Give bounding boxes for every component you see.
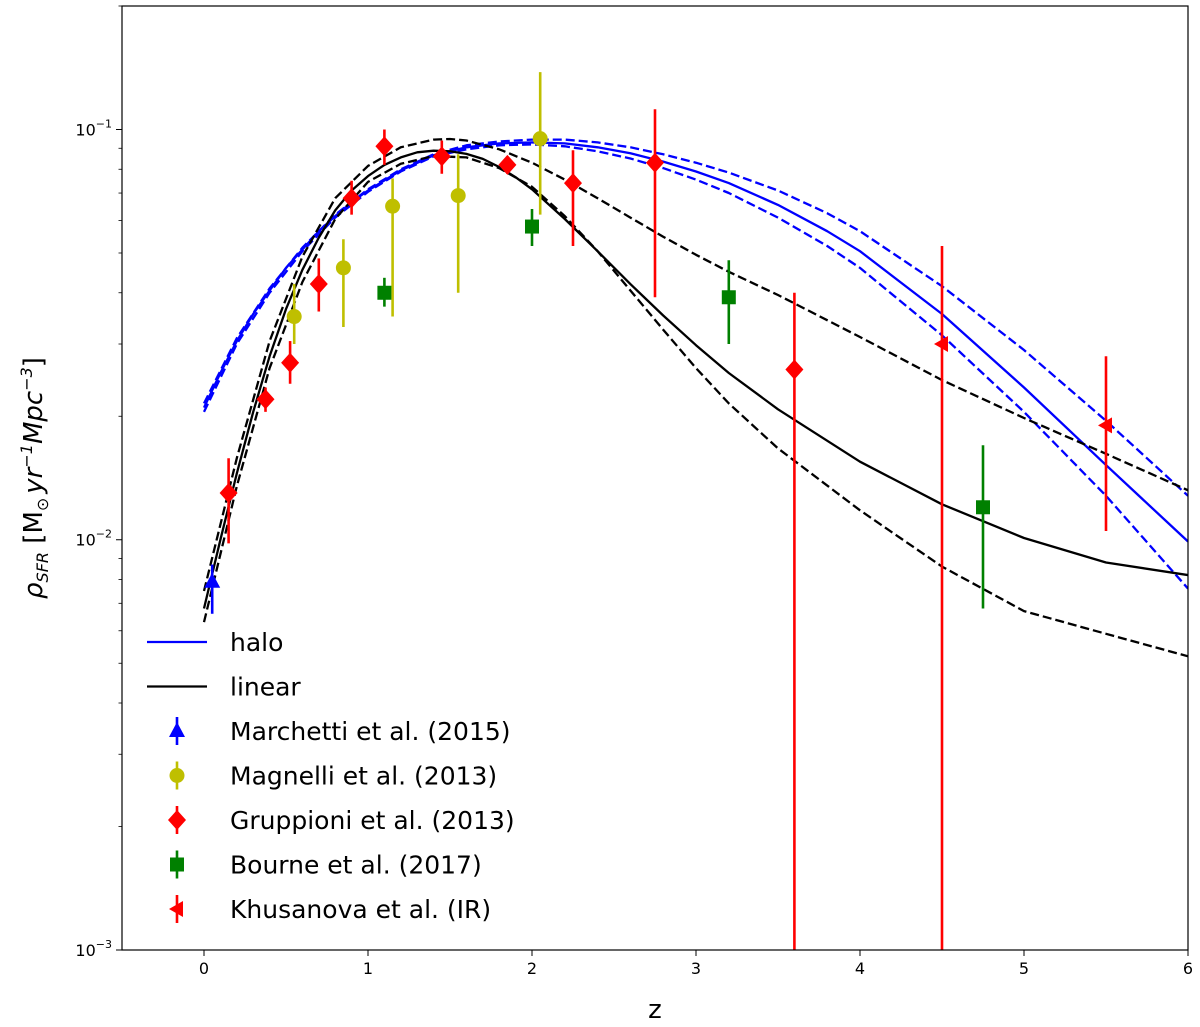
legend-item-halo: halo (147, 628, 283, 657)
marker-diamond (281, 352, 300, 373)
data-point-gruppioni-et-al-2013-7 (498, 154, 517, 175)
y-axis-label: ρSFR [M⊙yr−1Mpc−3] (17, 357, 52, 599)
marker-diamond (219, 483, 238, 504)
marker-square (721, 290, 736, 305)
data-point-gruppioni-et-al-2013-6 (432, 140, 451, 174)
model-lines (202, 137, 1188, 658)
marker-circle (385, 198, 401, 214)
y-tick-label: 10−3 (75, 938, 112, 960)
marker-diamond (785, 359, 804, 380)
legend: halo linear Marchetti et al. (2015) Magnell… (147, 628, 515, 924)
legend-label: halo (230, 628, 283, 657)
x-tick-label: 1 (363, 959, 373, 978)
data-point-gruppioni-et-al-2013-0 (219, 458, 238, 544)
series-line-linear-lower (202, 154, 1188, 658)
data-point-bourne-et-al-2017-1 (525, 209, 539, 247)
x-tick-label: 2 (527, 959, 537, 978)
legend-label: Gruppioni et al. (2013) (230, 806, 515, 835)
marker-circle (335, 260, 351, 276)
data-point-magnelli-et-al-2013-1 (335, 239, 351, 328)
series-line-halo-lower (202, 143, 1188, 590)
data-point-khusanova-et-al-ir-0 (934, 246, 948, 950)
legend-marker-triangle-up (169, 722, 185, 737)
x-axis: 0 1 2 3 4 5 6 (199, 950, 1193, 978)
legend-marker-triangle-left (169, 901, 183, 917)
marker-diamond (256, 389, 275, 410)
marker-diamond (564, 173, 582, 194)
data-point-khusanova-et-al-ir-1 (1098, 356, 1112, 532)
data-point-magnelli-et-al-2013-2 (385, 178, 401, 317)
legend-item-khusanova-et-al-ir: Khusanova et al. (IR) (169, 895, 491, 924)
series-line-linear-upper (202, 137, 1188, 592)
data-points (204, 72, 1112, 950)
x-tick-label: 5 (1019, 959, 1029, 978)
marker-diamond (646, 152, 664, 173)
y-tick-label: 10−1 (75, 117, 112, 139)
marker-diamond (342, 188, 361, 209)
legend-marker-circle (169, 768, 185, 783)
legend-label: Magnelli et al. (2013) (230, 762, 497, 791)
data-point-gruppioni-et-al-2013-5 (375, 129, 394, 165)
legend-item-gruppioni-et-al-2013: Gruppioni et al. (2013) (168, 806, 515, 835)
legend-label: linear (230, 673, 301, 702)
marker-circle (532, 131, 548, 147)
x-tick-label: 0 (199, 959, 209, 978)
data-point-magnelli-et-al-2013-3 (450, 154, 466, 293)
x-tick-label: 6 (1183, 959, 1193, 978)
marker-square (525, 219, 539, 234)
data-point-bourne-et-al-2017-2 (721, 260, 736, 345)
legend-item-marchetti-et-al-2015: Marchetti et al. (2015) (169, 717, 511, 746)
legend-marker-diamond (168, 810, 186, 830)
marker-circle (450, 188, 466, 204)
y-tick-label: 10−2 (75, 528, 112, 550)
marker-triangle-left (1098, 417, 1112, 434)
legend-label: Marchetti et al. (2015) (230, 717, 511, 746)
y-axis: 10−3 10−2 10−1 (75, 5, 122, 960)
legend-item-linear: linear (147, 673, 301, 702)
x-tick-label: 4 (855, 959, 865, 978)
data-point-gruppioni-et-al-2013-4 (342, 180, 361, 215)
marker-diamond (375, 136, 394, 157)
marker-triangle-up (204, 572, 221, 588)
x-tick-label: 3 (691, 959, 701, 978)
data-point-gruppioni-et-al-2013-1 (256, 387, 275, 412)
data-point-gruppioni-et-al-2013-2 (281, 341, 300, 384)
marker-diamond (309, 274, 328, 295)
data-point-marchetti-et-al-2015-0 (204, 564, 221, 614)
data-point-gruppioni-et-al-2013-3 (309, 258, 328, 312)
data-point-magnelli-et-al-2013-0 (286, 284, 302, 345)
series-line-linear (202, 149, 1188, 609)
marker-square (976, 500, 990, 515)
data-point-magnelli-et-al-2013-4 (532, 72, 548, 215)
marker-diamond (498, 154, 517, 175)
data-point-gruppioni-et-al-2013-9 (646, 109, 664, 298)
marker-diamond (432, 146, 451, 167)
legend-label: Khusanova et al. (IR) (230, 895, 491, 924)
marker-triangle-left (934, 336, 948, 353)
plot-frame (121, 5, 1189, 951)
legend-item-bourne-et-al-2017: Bourne et al. (2017) (170, 850, 482, 880)
marker-square (377, 285, 392, 300)
data-point-bourne-et-al-2017-3 (976, 445, 990, 609)
legend-item-magnelli-et-al-2013: Magnelli et al. (2013) (169, 761, 497, 791)
data-point-bourne-et-al-2017-0 (377, 277, 392, 307)
data-point-gruppioni-et-al-2013-8 (564, 150, 582, 247)
data-point-gruppioni-et-al-2013-10 (785, 292, 804, 950)
legend-label: Bourne et al. (2017) (230, 851, 482, 880)
marker-circle (286, 309, 302, 325)
legend-marker-square (170, 857, 184, 872)
x-axis-label: z (648, 995, 662, 1025)
